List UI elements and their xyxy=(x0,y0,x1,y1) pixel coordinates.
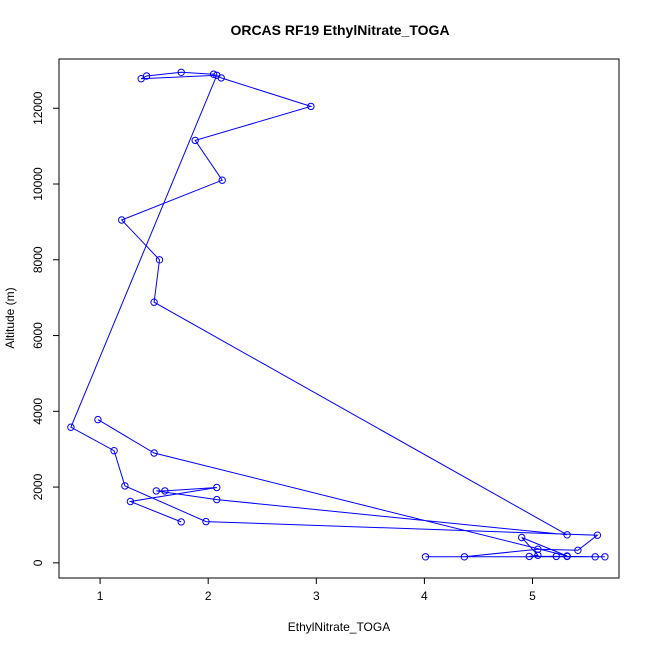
data-point xyxy=(563,531,571,539)
data-point xyxy=(563,552,571,560)
data-point xyxy=(574,546,582,554)
data-point xyxy=(161,487,169,495)
data-point xyxy=(126,497,135,506)
y-tick-label: 10000 xyxy=(31,167,45,201)
y-tick-label: 4000 xyxy=(31,398,45,425)
data-point xyxy=(110,447,118,455)
series-points xyxy=(67,68,609,561)
data-point xyxy=(213,71,221,80)
data-point xyxy=(213,483,221,492)
x-tick-label: 2 xyxy=(205,589,212,603)
y-tick-label: 8000 xyxy=(31,246,45,273)
data-point xyxy=(601,553,609,561)
x-tick-label: 1 xyxy=(97,589,104,603)
data-point xyxy=(202,517,210,526)
data-point xyxy=(152,487,161,495)
data-point xyxy=(209,70,218,78)
x-axis: 1 2 3 4 5 xyxy=(97,578,536,603)
data-point xyxy=(191,136,199,145)
y-tick-label: 2000 xyxy=(31,473,45,500)
data-point xyxy=(518,533,526,542)
data-point xyxy=(593,531,602,539)
data-point xyxy=(177,68,185,77)
data-point xyxy=(137,75,145,83)
data-point xyxy=(213,495,221,504)
y-tick-label: 12000 xyxy=(31,91,45,125)
data-point xyxy=(421,553,430,561)
data-point xyxy=(121,482,129,490)
y-axis-label: Altitude (m) xyxy=(3,287,17,348)
data-point xyxy=(155,256,164,264)
data-point xyxy=(150,298,158,306)
y-tick-label: 0 xyxy=(31,559,45,566)
chart-title: ORCAS RF19 EthylNitrate_TOGA xyxy=(230,22,449,38)
data-point xyxy=(67,423,75,431)
data-point xyxy=(591,553,599,561)
y-tick-label: 6000 xyxy=(31,322,45,349)
x-axis-label: EthylNitrate_TOGA xyxy=(288,620,390,634)
x-tick-label: 5 xyxy=(529,589,536,603)
data-point xyxy=(150,449,158,457)
data-point xyxy=(552,552,560,561)
data-point xyxy=(307,102,315,111)
plot-frame xyxy=(58,58,620,579)
data-point xyxy=(118,216,126,224)
data-point xyxy=(460,553,469,561)
data-point xyxy=(177,518,185,526)
x-tick-label: 4 xyxy=(421,589,428,603)
x-tick-label: 3 xyxy=(313,589,320,603)
y-axis: 0 2000 4000 6000 8000 10000 12000 xyxy=(31,91,59,566)
data-point xyxy=(525,552,533,561)
data-point xyxy=(218,176,226,184)
series-line xyxy=(70,71,605,558)
data-point xyxy=(94,415,102,424)
data-point xyxy=(534,551,542,559)
